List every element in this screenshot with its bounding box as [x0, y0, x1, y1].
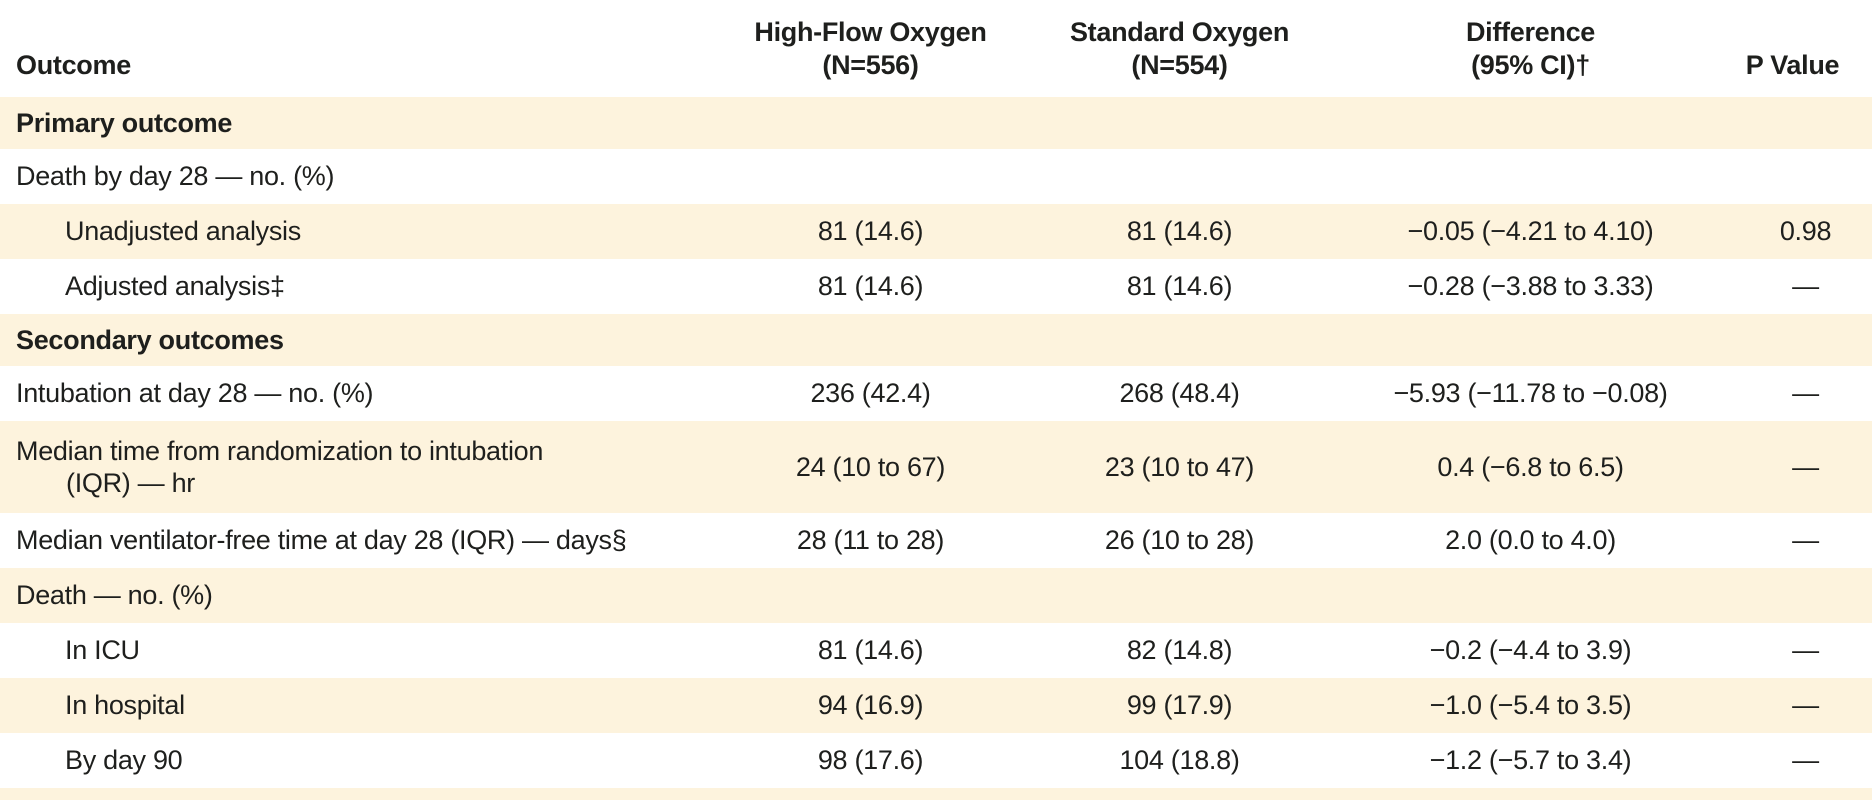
standard-value: 82 (14.8): [1011, 623, 1348, 678]
outcome-label: In hospital: [0, 678, 730, 733]
difference-value: 2.0 (0.0 to 4.0): [1348, 513, 1713, 568]
p-value: —: [1713, 623, 1872, 678]
column-header-outcome: Outcome: [0, 0, 730, 97]
p-value: —: [1713, 421, 1872, 513]
high-flow-value: 81 (14.6): [730, 259, 1011, 314]
column-header-difference-line2: (95% CI)†: [1471, 49, 1590, 80]
data-row-unadjusted-analysis: Unadjusted analysis 81 (14.6) 81 (14.6) …: [0, 204, 1872, 259]
section-label: Secondary outcomes: [0, 314, 1872, 366]
data-row-ventilator-free-time: Median ventilator-free time at day 28 (I…: [0, 513, 1872, 568]
outcome-label-line1: Median time from randomization to intuba…: [16, 435, 544, 466]
column-header-high-flow: High-Flow Oxygen (N=556): [730, 0, 1011, 97]
high-flow-value: 81 (14.6): [730, 623, 1011, 678]
table-header: Outcome High-Flow Oxygen (N=556) Standar…: [0, 0, 1872, 97]
p-value: —: [1713, 513, 1872, 568]
column-header-outcome-label: Outcome: [16, 49, 131, 80]
column-header-standard-line1: Standard Oxygen: [1069, 17, 1290, 48]
difference-value: −0.28 (−3.88 to 3.33): [1348, 259, 1713, 314]
high-flow-value: 98 (17.6): [730, 733, 1011, 788]
column-header-difference: Difference (95% CI)†: [1348, 0, 1713, 97]
p-value: —: [1713, 259, 1872, 314]
outcome-label: In ICU: [0, 623, 730, 678]
high-flow-value: 81 (14.6): [730, 204, 1011, 259]
outcome-label: Intubation at day 28 — no. (%): [0, 366, 730, 421]
column-header-standard-line2: (N=554): [1131, 49, 1228, 80]
outcome-label: By day 90: [0, 733, 730, 788]
group-label: Death by day 28 — no. (%): [0, 149, 1872, 204]
high-flow-value: 24 (10 to 67): [730, 421, 1011, 513]
data-row-death-in-icu: In ICU 81 (14.6) 82 (14.8) −0.2 (−4.4 to…: [0, 623, 1872, 678]
p-value: —: [1713, 733, 1872, 788]
section-label: Primary outcome: [0, 97, 1872, 149]
data-row-intubation-day-28: Intubation at day 28 — no. (%) 236 (42.4…: [0, 366, 1872, 421]
data-row-death-in-hospital: In hospital 94 (16.9) 99 (17.9) −1.0 (−5…: [0, 678, 1872, 733]
group-row-death: Death — no. (%): [0, 568, 1872, 623]
difference-value: −5.93 (−11.78 to −0.08): [1348, 366, 1713, 421]
column-header-p-value: P Value: [1713, 0, 1872, 97]
column-header-high-flow-line1: High-Flow Oxygen: [754, 17, 987, 48]
column-header-difference-line1: Difference: [1465, 17, 1596, 48]
column-header-standard: Standard Oxygen (N=554): [1011, 0, 1348, 97]
high-flow-value: 94 (16.9): [730, 678, 1011, 733]
standard-value: 81 (14.6): [1011, 259, 1348, 314]
difference-value: −1.0 (−5.4 to 3.5): [1348, 678, 1713, 733]
group-label: Death — no. (%): [0, 568, 1872, 623]
standard-value: 81 (14.6): [1011, 204, 1348, 259]
difference-value: −0.2 (−4.4 to 3.9): [1348, 623, 1713, 678]
outcome-label: Median time from randomization to intuba…: [0, 421, 730, 513]
data-row-adjusted-analysis: Adjusted analysis‡ 81 (14.6) 81 (14.6) −…: [0, 259, 1872, 314]
p-value: 0.98: [1713, 204, 1872, 259]
data-row-median-time-to-intubation: Median time from randomization to intuba…: [0, 421, 1872, 513]
section-row-secondary-outcomes: Secondary outcomes: [0, 314, 1872, 366]
difference-value: 0.4 (−6.8 to 6.5): [1348, 421, 1713, 513]
outcome-label: Median ventilator-free time at day 28 (I…: [0, 513, 730, 568]
group-row-death-by-day-28: Death by day 28 — no. (%): [0, 149, 1872, 204]
standard-value: 268 (48.4): [1011, 366, 1348, 421]
difference-value: −0.05 (−4.21 to 4.10): [1348, 204, 1713, 259]
header-row: Outcome High-Flow Oxygen (N=556) Standar…: [0, 0, 1872, 97]
difference-value: −1.2 (−5.7 to 3.4): [1348, 733, 1713, 788]
table-body: Primary outcome Death by day 28 — no. (%…: [0, 97, 1872, 800]
outcome-label: Adjusted analysis‡: [0, 259, 730, 314]
section-row-primary-outcome: Primary outcome: [0, 97, 1872, 149]
standard-value: 99 (17.9): [1011, 678, 1348, 733]
standard-value: 104 (18.8): [1011, 733, 1348, 788]
p-value: —: [1713, 366, 1872, 421]
partial-row-strip: [0, 788, 1872, 800]
column-header-p-value-label: P Value: [1745, 49, 1840, 80]
high-flow-value: 28 (11 to 28): [730, 513, 1011, 568]
standard-value: 23 (10 to 47): [1011, 421, 1348, 513]
high-flow-value: 236 (42.4): [730, 366, 1011, 421]
partial-row-strip-fill: [0, 788, 1872, 800]
column-header-high-flow-line2: (N=556): [822, 49, 919, 80]
standard-value: 26 (10 to 28): [1011, 513, 1348, 568]
p-value: —: [1713, 678, 1872, 733]
outcome-label-line2: (IQR) — hr: [66, 468, 195, 498]
data-row-death-by-day-90: By day 90 98 (17.6) 104 (18.8) −1.2 (−5.…: [0, 733, 1872, 788]
outcome-label: Unadjusted analysis: [0, 204, 730, 259]
